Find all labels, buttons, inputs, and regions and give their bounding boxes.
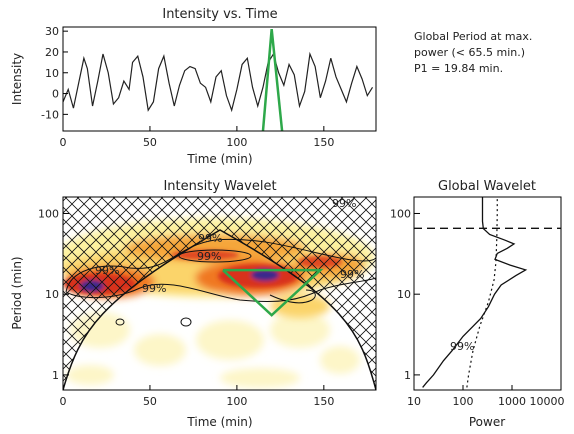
intensity-xtick-label: 100	[226, 136, 247, 149]
global-panel: Global Wavelet 99% 10 100 1000 10000 100101…	[390, 179, 565, 429]
intensity-ytick-label: 30	[45, 25, 59, 38]
global-xticks: 10 100 1000 10000	[407, 385, 565, 408]
intensity-title: Intensity vs. Time	[162, 7, 277, 22]
annotation-line-1: Global Period at max.	[414, 30, 532, 43]
wavelet-ytick-label: 100	[38, 207, 59, 220]
intensity-ytick-label: 20	[45, 46, 59, 59]
intensity-xticks: 0 50 100 150	[60, 126, 334, 149]
wavelet-xtick-label: 0	[60, 395, 67, 408]
global-period-annotation: Global Period at max. power (< 65.5 min.…	[414, 30, 532, 75]
wavelet-panel: Intensity Wavelet	[10, 179, 377, 429]
wavelet-ylabel: Period (min)	[10, 256, 24, 329]
wavelet-heatmap	[63, 197, 376, 390]
significance-label: 99%	[332, 197, 356, 210]
global-ytick-label: 10	[397, 288, 411, 301]
significance-label: 99%	[142, 282, 166, 295]
global-ytick-label: 100	[390, 207, 411, 220]
global-significance-curve	[466, 197, 498, 388]
global-power-curve	[422, 197, 528, 388]
significance-label: 99%	[340, 268, 364, 281]
intensity-ytick-label: 0	[52, 88, 59, 101]
intensity-ylabel: Intensity	[10, 53, 24, 105]
intensity-ytick-label: -10	[41, 108, 59, 121]
wavelet-ytick-label: 1	[52, 369, 59, 382]
significance-label: 99%	[95, 264, 119, 277]
wavelet-title: Intensity Wavelet	[163, 179, 276, 194]
global-xtick-label: 100	[453, 395, 474, 408]
global-plot-frame	[413, 196, 562, 391]
intensity-plot-frame	[62, 26, 377, 132]
intensity-series-line	[63, 51, 374, 113]
significance-label: 99%	[198, 232, 222, 245]
wavelet-plot-frame	[62, 196, 377, 391]
green-peak-marker	[261, 28, 284, 131]
intensity-yticks: 30 20 10 0 -10	[41, 25, 68, 121]
wavelet-yticks: 100 10 1	[38, 207, 69, 382]
wavelet-xticks: 0 50 100 150	[60, 385, 334, 408]
significance-label: 99%	[197, 250, 221, 263]
global-yticks: 100 10 1	[390, 207, 420, 382]
annotation-line-2: power (< 65.5 min.)	[414, 46, 525, 59]
intensity-xtick-label: 150	[313, 136, 334, 149]
intensity-xtick-label: 50	[143, 136, 157, 149]
global-significance-label: 99%	[450, 340, 474, 353]
intensity-panel: Intensity vs. Time 0 50 100 150 3020100-10 …	[10, 7, 377, 166]
wavelet-green-triangle	[222, 268, 324, 317]
intensity-xlabel: Time (min)	[186, 152, 252, 166]
wavelet-xtick-label: 50	[143, 395, 157, 408]
global-ytick-label: 1	[404, 369, 411, 382]
wavelet-xtick-label: 100	[226, 395, 247, 408]
global-xtick-label: 10000	[530, 395, 565, 408]
global-xtick-label: 10	[407, 395, 421, 408]
wavelet-ytick-label: 10	[45, 288, 59, 301]
global-xtick-label: 1000	[498, 395, 526, 408]
global-title: Global Wavelet	[438, 179, 536, 194]
wavelet-xlabel: Time (min)	[186, 415, 252, 429]
annotation-line-3: P1 = 19.84 min.	[414, 62, 503, 75]
wavelet-xtick-label: 150	[313, 395, 334, 408]
intensity-ytick-label: 10	[45, 67, 59, 80]
global-xlabel: Power	[469, 415, 505, 429]
intensity-xtick-label: 0	[60, 136, 67, 149]
